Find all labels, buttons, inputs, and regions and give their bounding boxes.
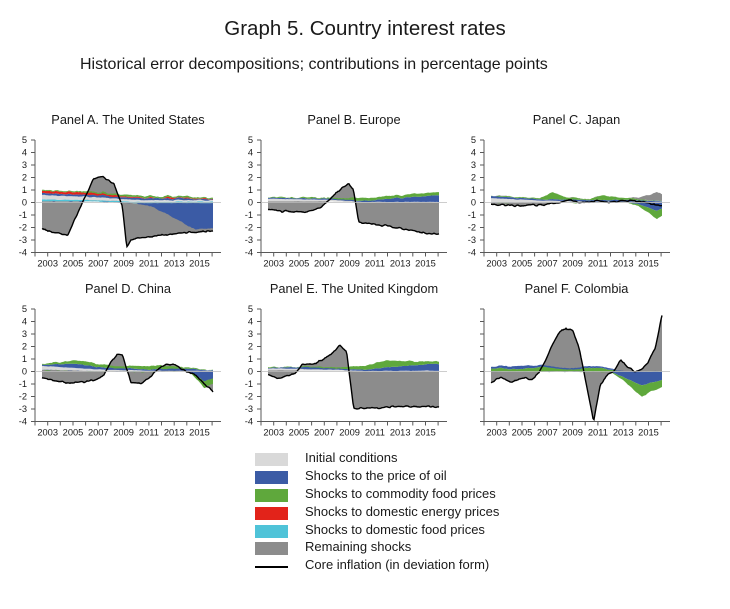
svg-text:2013: 2013 xyxy=(164,428,185,438)
svg-text:2: 2 xyxy=(22,342,27,352)
svg-text:2003: 2003 xyxy=(263,428,284,438)
svg-text:2003: 2003 xyxy=(37,428,58,438)
svg-text:-4: -4 xyxy=(245,417,253,427)
svg-text:4: 4 xyxy=(470,147,475,157)
svg-text:-3: -3 xyxy=(467,235,475,245)
svg-text:-1: -1 xyxy=(19,379,27,389)
svg-text:-1: -1 xyxy=(19,210,27,220)
svg-text:2003: 2003 xyxy=(37,258,58,268)
svg-text:2007: 2007 xyxy=(88,258,109,268)
svg-text:2013: 2013 xyxy=(612,258,633,268)
svg-text:-2: -2 xyxy=(467,222,475,232)
svg-text:0: 0 xyxy=(248,367,253,377)
svg-text:2007: 2007 xyxy=(314,258,335,268)
svg-text:0: 0 xyxy=(22,197,27,207)
svg-text:2003: 2003 xyxy=(263,258,284,268)
svg-text:0: 0 xyxy=(22,367,27,377)
svg-text:2005: 2005 xyxy=(511,258,532,268)
svg-text:2013: 2013 xyxy=(164,258,185,268)
svg-text:-2: -2 xyxy=(19,222,27,232)
svg-text:4: 4 xyxy=(248,317,253,327)
svg-text:2003: 2003 xyxy=(486,428,507,438)
svg-text:2011: 2011 xyxy=(587,258,607,268)
svg-text:-4: -4 xyxy=(19,247,27,257)
svg-text:-1: -1 xyxy=(245,379,253,389)
svg-text:5: 5 xyxy=(22,135,27,145)
svg-text:2009: 2009 xyxy=(113,428,134,438)
svg-text:3: 3 xyxy=(248,329,253,339)
svg-text:2009: 2009 xyxy=(562,428,583,438)
svg-text:1: 1 xyxy=(248,354,253,364)
svg-text:2011: 2011 xyxy=(365,258,385,268)
svg-text:4: 4 xyxy=(22,317,27,327)
svg-text:5: 5 xyxy=(22,304,27,314)
svg-text:3: 3 xyxy=(22,160,27,170)
svg-text:2011: 2011 xyxy=(139,258,159,268)
svg-text:2011: 2011 xyxy=(587,428,607,438)
svg-text:5: 5 xyxy=(248,304,253,314)
svg-text:3: 3 xyxy=(248,160,253,170)
svg-text:2015: 2015 xyxy=(189,428,210,438)
svg-text:2009: 2009 xyxy=(339,428,360,438)
svg-text:2: 2 xyxy=(470,172,475,182)
svg-text:2007: 2007 xyxy=(88,428,109,438)
svg-text:2013: 2013 xyxy=(390,428,411,438)
svg-text:3: 3 xyxy=(22,329,27,339)
svg-text:1: 1 xyxy=(22,354,27,364)
svg-text:2011: 2011 xyxy=(139,428,159,438)
svg-text:-4: -4 xyxy=(245,247,253,257)
svg-text:2007: 2007 xyxy=(536,258,557,268)
svg-text:-3: -3 xyxy=(19,235,27,245)
svg-text:2003: 2003 xyxy=(486,258,507,268)
svg-text:4: 4 xyxy=(22,147,27,157)
svg-text:-3: -3 xyxy=(245,404,253,414)
svg-text:1: 1 xyxy=(22,185,27,195)
svg-text:1: 1 xyxy=(470,185,475,195)
svg-text:2: 2 xyxy=(248,172,253,182)
svg-text:2013: 2013 xyxy=(612,428,633,438)
svg-text:-1: -1 xyxy=(245,210,253,220)
svg-text:2005: 2005 xyxy=(63,258,84,268)
svg-text:2005: 2005 xyxy=(511,428,532,438)
svg-text:-1: -1 xyxy=(467,210,475,220)
svg-text:2015: 2015 xyxy=(638,428,659,438)
svg-text:-3: -3 xyxy=(245,235,253,245)
svg-text:1: 1 xyxy=(248,185,253,195)
svg-text:2015: 2015 xyxy=(415,428,436,438)
svg-text:2: 2 xyxy=(22,172,27,182)
svg-text:2011: 2011 xyxy=(365,428,385,438)
svg-text:2009: 2009 xyxy=(562,258,583,268)
svg-text:-3: -3 xyxy=(19,404,27,414)
svg-text:2005: 2005 xyxy=(289,258,310,268)
svg-text:2: 2 xyxy=(248,342,253,352)
svg-text:2005: 2005 xyxy=(289,428,310,438)
svg-text:-2: -2 xyxy=(245,222,253,232)
svg-text:0: 0 xyxy=(470,197,475,207)
svg-text:5: 5 xyxy=(248,135,253,145)
svg-text:-4: -4 xyxy=(19,417,27,427)
svg-text:5: 5 xyxy=(470,135,475,145)
svg-text:-2: -2 xyxy=(19,392,27,402)
svg-text:2009: 2009 xyxy=(339,258,360,268)
svg-text:2015: 2015 xyxy=(415,258,436,268)
svg-text:0: 0 xyxy=(248,197,253,207)
svg-text:2015: 2015 xyxy=(189,258,210,268)
svg-text:3: 3 xyxy=(470,160,475,170)
svg-text:2007: 2007 xyxy=(536,428,557,438)
svg-text:2013: 2013 xyxy=(390,258,411,268)
svg-text:2007: 2007 xyxy=(314,428,335,438)
svg-text:2009: 2009 xyxy=(113,258,134,268)
svg-text:-4: -4 xyxy=(467,247,475,257)
svg-text:4: 4 xyxy=(248,147,253,157)
svg-text:2015: 2015 xyxy=(638,258,659,268)
svg-text:2005: 2005 xyxy=(63,428,84,438)
svg-text:-2: -2 xyxy=(245,392,253,402)
